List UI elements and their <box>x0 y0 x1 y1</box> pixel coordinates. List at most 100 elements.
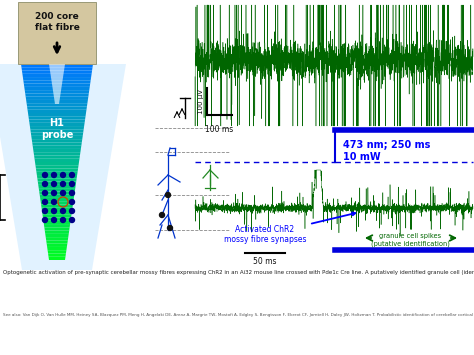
Polygon shape <box>29 123 84 126</box>
Polygon shape <box>31 136 83 139</box>
Circle shape <box>61 208 65 213</box>
Polygon shape <box>37 175 77 178</box>
Polygon shape <box>30 126 84 129</box>
Polygon shape <box>38 185 76 188</box>
Polygon shape <box>36 165 79 169</box>
Polygon shape <box>24 83 90 87</box>
Polygon shape <box>42 211 72 214</box>
Circle shape <box>43 218 47 223</box>
Polygon shape <box>23 80 91 83</box>
Polygon shape <box>34 155 80 159</box>
Polygon shape <box>33 146 82 149</box>
Circle shape <box>52 181 56 186</box>
Polygon shape <box>27 103 87 106</box>
Polygon shape <box>23 77 91 80</box>
Circle shape <box>165 192 171 197</box>
Polygon shape <box>46 240 68 244</box>
Polygon shape <box>21 64 93 67</box>
Text: granule cell spikes
(putative identification): granule cell spikes (putative identifica… <box>371 233 449 247</box>
Bar <box>195 3 473 128</box>
Polygon shape <box>32 139 82 142</box>
Polygon shape <box>28 116 85 120</box>
Polygon shape <box>40 195 74 198</box>
Polygon shape <box>45 231 69 234</box>
Circle shape <box>52 200 56 204</box>
Polygon shape <box>30 129 84 133</box>
Circle shape <box>61 191 65 196</box>
Circle shape <box>43 200 47 204</box>
Circle shape <box>43 173 47 178</box>
Polygon shape <box>45 234 69 237</box>
Polygon shape <box>29 120 85 123</box>
Polygon shape <box>40 198 74 201</box>
Polygon shape <box>41 201 73 204</box>
Text: H1
probe: H1 probe <box>41 118 73 140</box>
Text: See also: Van Dijk O, Van Hulle MM, Heiney SA, Blazquez PM, Meng H, Angelaki DE,: See also: Van Dijk O, Van Hulle MM, Hein… <box>3 313 474 317</box>
Circle shape <box>167 225 173 230</box>
Polygon shape <box>35 162 79 165</box>
Circle shape <box>52 218 56 223</box>
Circle shape <box>43 191 47 196</box>
Circle shape <box>70 173 74 178</box>
Polygon shape <box>46 237 68 240</box>
Circle shape <box>61 181 65 186</box>
Polygon shape <box>36 169 78 172</box>
Polygon shape <box>21 67 92 71</box>
Polygon shape <box>38 182 76 185</box>
Circle shape <box>70 200 74 204</box>
Polygon shape <box>44 224 70 227</box>
Polygon shape <box>43 218 71 221</box>
Polygon shape <box>39 188 75 191</box>
Polygon shape <box>37 178 77 182</box>
Bar <box>195 168 473 248</box>
Polygon shape <box>35 159 80 162</box>
Polygon shape <box>48 257 65 260</box>
Polygon shape <box>22 74 91 77</box>
Polygon shape <box>36 172 78 175</box>
Polygon shape <box>32 142 82 146</box>
Polygon shape <box>22 71 92 74</box>
Polygon shape <box>49 64 65 104</box>
Polygon shape <box>42 208 73 211</box>
Circle shape <box>43 208 47 213</box>
Circle shape <box>159 213 164 218</box>
Polygon shape <box>24 87 90 90</box>
Circle shape <box>52 173 56 178</box>
Circle shape <box>70 181 74 186</box>
Circle shape <box>61 173 65 178</box>
Polygon shape <box>27 110 86 113</box>
Circle shape <box>70 218 74 223</box>
Polygon shape <box>39 191 75 195</box>
Polygon shape <box>46 244 67 247</box>
Text: 100 ms: 100 ms <box>205 125 234 134</box>
Polygon shape <box>47 250 66 253</box>
Polygon shape <box>28 113 86 116</box>
Polygon shape <box>41 204 73 208</box>
Circle shape <box>52 208 56 213</box>
Text: 473 nm; 250 ms
10 mW: 473 nm; 250 ms 10 mW <box>343 140 430 162</box>
Circle shape <box>43 181 47 186</box>
Text: 50 ms: 50 ms <box>253 257 277 266</box>
Circle shape <box>70 191 74 196</box>
Polygon shape <box>0 64 126 270</box>
Polygon shape <box>47 247 67 250</box>
Polygon shape <box>26 97 88 100</box>
Polygon shape <box>45 227 70 231</box>
Polygon shape <box>25 90 89 93</box>
Text: 100 μV: 100 μV <box>198 89 204 114</box>
Polygon shape <box>43 214 72 218</box>
Circle shape <box>52 191 56 196</box>
Polygon shape <box>48 253 66 257</box>
Text: Activated ChR2
mossy fibre synapses: Activated ChR2 mossy fibre synapses <box>224 212 356 244</box>
Polygon shape <box>44 221 71 224</box>
Circle shape <box>70 208 74 213</box>
Polygon shape <box>34 152 81 155</box>
Bar <box>18 2 96 64</box>
Polygon shape <box>26 100 88 103</box>
Text: 200 core
flat fibre: 200 core flat fibre <box>35 12 80 32</box>
Polygon shape <box>25 93 89 97</box>
Polygon shape <box>31 133 83 136</box>
Polygon shape <box>33 149 81 152</box>
Circle shape <box>61 218 65 223</box>
Polygon shape <box>27 106 87 110</box>
